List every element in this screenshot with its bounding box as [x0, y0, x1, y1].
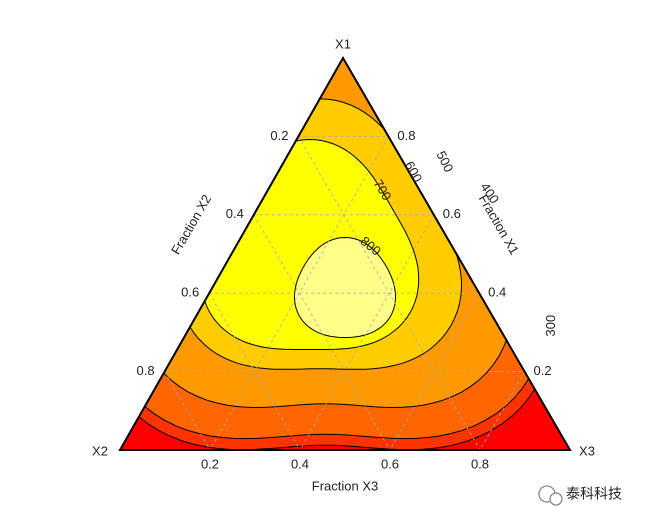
tick-label: 0.2: [201, 456, 219, 471]
contour-label: 500: [433, 148, 456, 174]
axis-label: Fraction X3: [312, 478, 378, 493]
axis-label: Fraction X1: [476, 192, 522, 257]
triangle-frame: [118, 55, 572, 451]
wechat-icon: [549, 492, 563, 506]
vertex-label: X1: [335, 36, 351, 51]
grid: [164, 135, 525, 451]
grid-line: [389, 293, 480, 451]
tick-label: 0.6: [381, 456, 399, 471]
tick-label: 0.4: [226, 206, 244, 221]
tick-label: 0.8: [397, 128, 415, 143]
vertex-label: X2: [92, 443, 108, 458]
axis-label: Fraction X2: [168, 192, 214, 257]
watermark: 泰科科技: [538, 485, 622, 506]
tick-label: 0.6: [443, 206, 461, 221]
contour-line: [294, 236, 396, 338]
tick-label: 0.8: [137, 363, 155, 378]
tick-label: 0.4: [488, 285, 506, 300]
tick-label: 0.2: [270, 128, 288, 143]
tick-label: 0.4: [291, 456, 309, 471]
vertex-label: X3: [579, 443, 595, 458]
tick-label: 0.6: [181, 285, 199, 300]
contour-label: 300: [543, 315, 558, 337]
tick-label: 0.2: [534, 363, 552, 378]
tick-label: 0.8: [471, 456, 489, 471]
grid-line: [209, 136, 389, 451]
watermark-text: 泰科科技: [566, 486, 622, 502]
